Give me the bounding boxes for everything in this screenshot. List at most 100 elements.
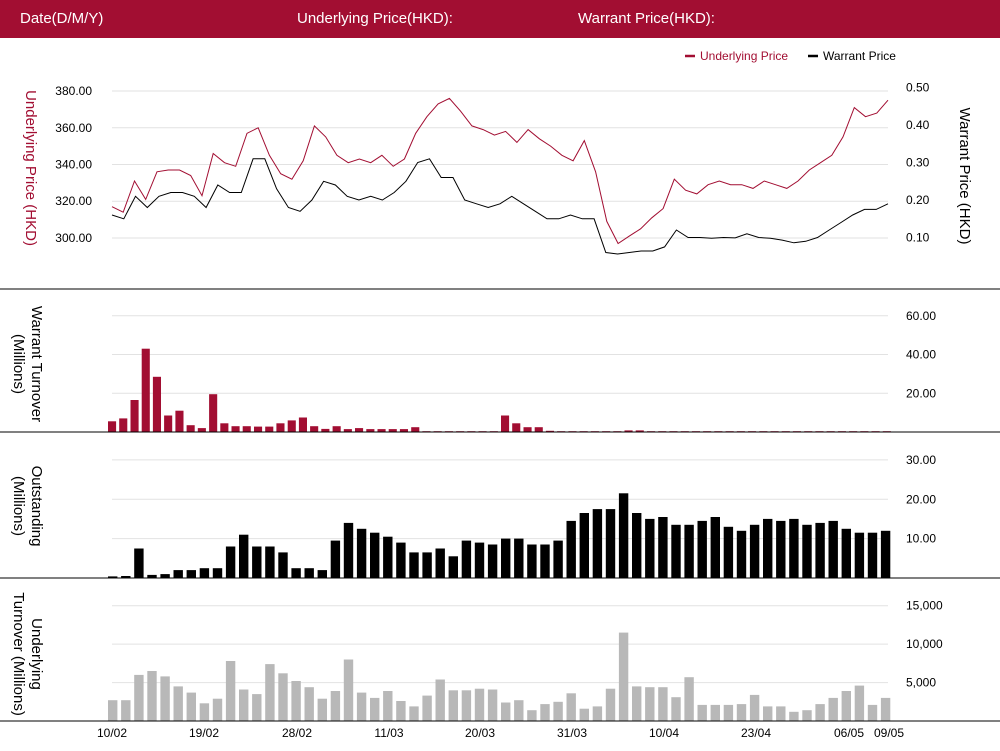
outstanding-bar: [409, 552, 419, 578]
outstanding-bar: [854, 532, 865, 578]
warrant-turnover-bar: [164, 415, 173, 432]
underlying-turnover-bar: [291, 681, 301, 721]
right-axis-tick-label: 60.00: [906, 309, 936, 323]
outstanding-bar: [723, 526, 734, 578]
outstanding-bar: [501, 538, 511, 578]
right-axis-tick-label: 5,000: [906, 676, 936, 690]
outstanding-bar: [343, 522, 354, 578]
outstanding-bar: [880, 530, 891, 579]
right-axis-tick-label: 20.00: [906, 386, 936, 400]
underlying-turnover-bar: [841, 691, 851, 721]
x-axis-date-label: 20/03: [465, 726, 495, 740]
right-axis-tick-label: 10,000: [906, 637, 943, 651]
outstanding-bar: [330, 540, 341, 578]
underlying-turnover-bar: [605, 688, 616, 721]
outstanding-bar: [749, 524, 760, 578]
underlying-turnover-bar: [487, 689, 498, 721]
warrant-turnover-bar: [220, 423, 229, 432]
warrant-turnover-bar: [635, 430, 644, 432]
underlying-turnover-bar: [409, 706, 419, 721]
underlying-turnover-bar: [212, 698, 223, 721]
warrant-turnover-bar: [332, 426, 341, 432]
outstanding-bar: [121, 576, 131, 578]
underlying-turnover-bar: [645, 687, 655, 721]
warrant-turnover-bar: [310, 426, 319, 432]
underlying-turnover-bar: [815, 704, 825, 721]
outstanding-bar: [252, 546, 262, 578]
outstanding-bar: [291, 568, 301, 578]
chart-area: 380.00 360.00 340.00 320.00 300.00 0.50 0.40 0.…: [0, 49, 1000, 740]
underlying-turnover-bar: [448, 690, 458, 722]
bar-panel-axis-title: Outstanding(Millions): [10, 466, 45, 547]
underlying-turnover-bar: [632, 686, 642, 721]
warrant-price-line: [111, 158, 889, 255]
underlying-turnover-bar: [749, 694, 760, 721]
outstanding-bar: [592, 509, 603, 578]
outstanding-bar: [710, 517, 720, 578]
underlying-turnover-bar: [527, 710, 537, 721]
axis-title-line: Outstanding: [28, 466, 45, 547]
outstanding-bar: [186, 570, 196, 578]
outstanding-bar: [278, 552, 288, 578]
underlying-turnover-bar: [540, 704, 550, 721]
outstanding-bar: [867, 532, 878, 578]
right-axis-tick-label: 0.50: [906, 81, 930, 95]
date-label: Date(D/M/Y): [20, 10, 104, 27]
underlying-turnover-bar: [278, 673, 288, 721]
legend-underlying-price: Underlying Price: [700, 49, 788, 63]
right-axis-tick-label: 0.30: [906, 156, 930, 170]
underlying-turnover-bar: [579, 708, 589, 721]
right-axis-tick-label: 0.40: [906, 118, 930, 132]
outstanding-bar: [108, 576, 118, 578]
underlying-turnover-bar: [684, 677, 694, 721]
outstanding-bar: [618, 493, 629, 578]
outstanding-bar: [802, 524, 812, 578]
x-axis-date-label: 23/04: [741, 726, 771, 740]
warrant-turnover-bar: [152, 376, 161, 432]
x-axis-date-label: 31/03: [557, 726, 587, 740]
warrant-turnover-bar: [523, 427, 532, 432]
warrant-turnover-bar: [388, 429, 397, 432]
axis-title-line: Warrant Turnover: [28, 306, 45, 422]
right-axis-tick-label: 30.00: [906, 453, 936, 467]
underlying-turnover-bar: [330, 691, 341, 721]
underlying-turnover-bar: [697, 704, 707, 721]
outstanding-bar: [776, 520, 786, 578]
warrant-turnover-bar: [366, 429, 375, 432]
underlying-turnover-bar: [461, 690, 472, 722]
outstanding-bar: [239, 534, 249, 578]
warrant-turnover-bar: [141, 348, 150, 432]
underlying-turnover-bar: [265, 664, 275, 721]
outstanding-bar: [579, 513, 589, 578]
outstanding-bar: [553, 540, 563, 578]
left-axis-tick-label: 300.00: [55, 231, 92, 245]
underlying-turnover-bar: [317, 698, 327, 721]
outstanding-bar: [173, 570, 183, 578]
warrant-turnover-bar: [265, 426, 274, 432]
x-axis-date-label: 10/04: [649, 726, 679, 740]
underlying-turnover-bar: [134, 674, 144, 721]
outstanding-bar: [383, 536, 393, 578]
underlying-turnover-bar: [592, 706, 603, 721]
underlying-turnover-bar: [618, 632, 629, 721]
warrant-turnover-bar: [231, 426, 240, 432]
warrant-turnover-bar: [411, 427, 420, 432]
outstanding-bar: [265, 546, 275, 578]
warrant-turnover-bar: [254, 426, 263, 432]
underlying-turnover-bar: [252, 694, 262, 721]
outstanding-bar: [356, 528, 367, 578]
outstanding-bar: [370, 532, 380, 578]
underlying-turnover-bar: [723, 704, 734, 721]
outstanding-bar: [828, 520, 838, 578]
underlying-turnover-bar: [356, 692, 367, 721]
warrant-price-label: Warrant Price(HKD):: [578, 10, 715, 27]
outstanding-bar: [199, 568, 210, 578]
underlying-turnover-bar: [514, 700, 524, 721]
warrant-turnover-bar: [175, 410, 184, 432]
underlying-turnover-bar: [370, 697, 380, 721]
x-axis-date-label: 28/02: [282, 726, 312, 740]
underlying-turnover-bar: [828, 697, 838, 721]
left-axis-title: Underlying Price (HKD): [22, 90, 39, 246]
outstanding-bar: [461, 540, 472, 578]
outstanding-bar: [487, 544, 498, 578]
